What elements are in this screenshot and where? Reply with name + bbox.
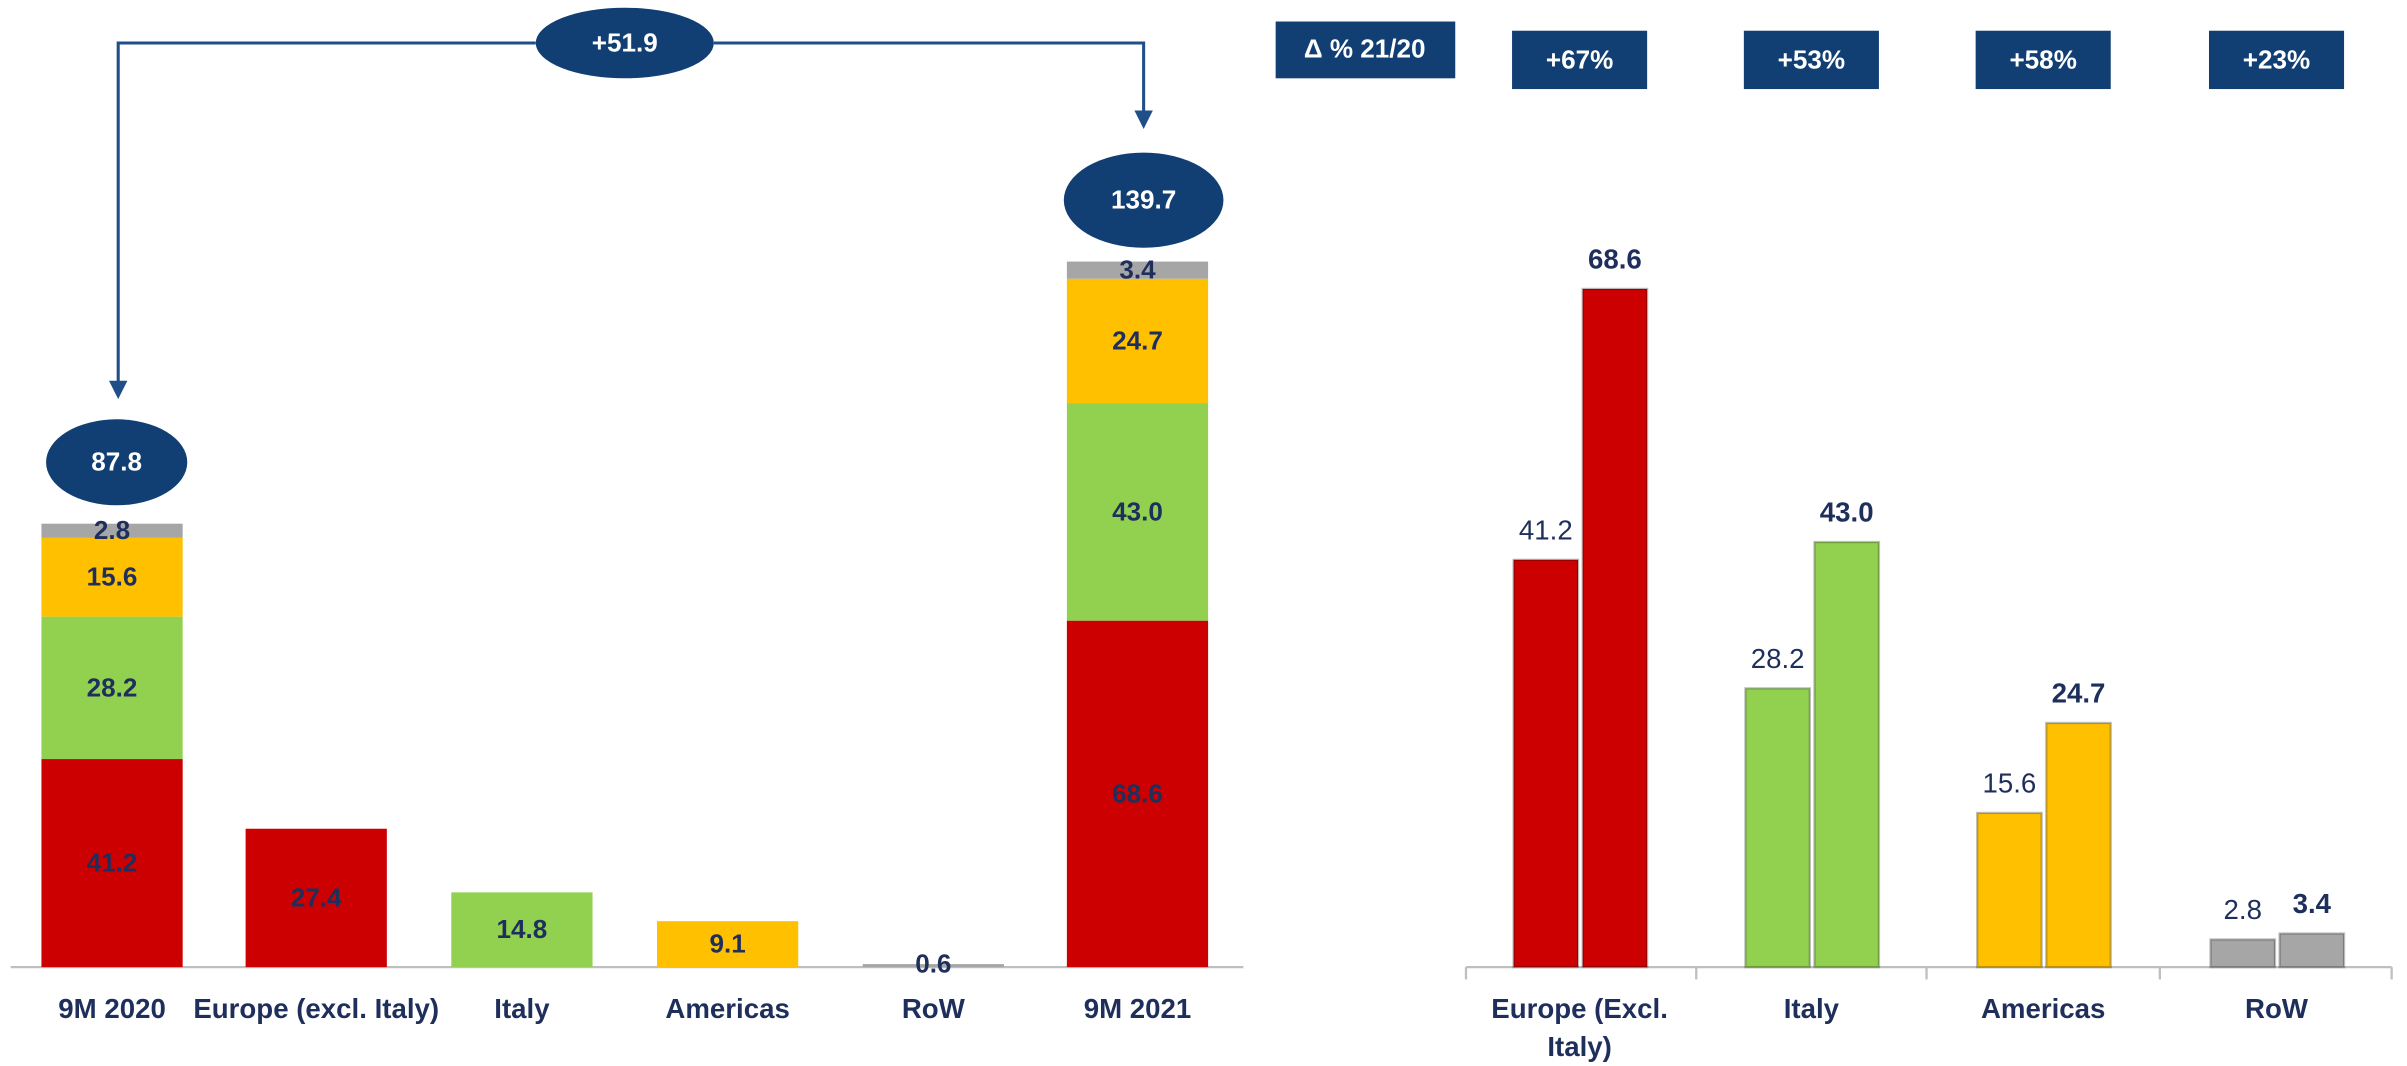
total-bubble: [46, 419, 188, 506]
delta-label: +53%: [1778, 44, 1845, 74]
value-label: 2.8: [94, 515, 130, 545]
change-label: +51.9: [592, 27, 658, 57]
x-tick-label: Americas: [1980, 993, 2106, 1024]
total-bubble: [1063, 152, 1224, 248]
x-tick-label: Italy: [1783, 993, 1840, 1024]
x-tick-label-box: 9M 2021: [1083, 993, 1192, 1024]
x-tick-label-box: RoW: [901, 993, 965, 1024]
total-label: 139.7: [1111, 185, 1176, 215]
bar-segment: [657, 921, 799, 968]
bar-segment: [451, 892, 593, 968]
delta-header-box: [1275, 21, 1456, 79]
total-label: 87.8: [91, 447, 142, 477]
value-label: 41.2: [87, 848, 138, 878]
x-tick-label-box: RoW: [2245, 993, 2308, 1024]
x-tick-label: Europe (Excl. Italy): [1491, 993, 1668, 1063]
delta-title: Δ % 21/20: [1304, 34, 1426, 64]
value-label: 3.4: [2293, 888, 2332, 919]
value-label: 28.2: [87, 672, 138, 702]
x-tick-label-box: Americas: [665, 993, 790, 1024]
value-label: 24.7: [2052, 678, 2106, 709]
value-label: 14.8: [497, 914, 548, 944]
delta-label: +58%: [2009, 44, 2076, 74]
value-label: 28.2: [1751, 643, 1805, 674]
arrow: [116, 41, 536, 387]
bar: [2209, 938, 2277, 969]
x-tick-label: Europe (excl. Italy): [193, 993, 440, 1024]
bar: [1976, 811, 2043, 969]
value-label: 27.4: [291, 882, 342, 912]
bar: [1744, 687, 1812, 969]
bar: [1581, 287, 1649, 969]
value-label: 43.0: [1820, 497, 1874, 528]
delta-label: +67%: [1546, 44, 1613, 74]
x-tick-label-box: Italy: [1783, 993, 1840, 1024]
delta-box: [1975, 30, 2111, 90]
bar-segment: [1066, 261, 1209, 279]
value-label: 68.6: [1588, 244, 1642, 275]
bar-segment: [862, 964, 1004, 968]
x-tick-label-box: 9M 2020: [58, 993, 166, 1024]
bar-segment: [41, 523, 183, 538]
value-label: 43.0: [1112, 497, 1163, 527]
delta-box: [1512, 30, 1648, 90]
arrow-head: [1134, 110, 1153, 129]
delta-box: [2208, 30, 2345, 90]
value-label: 15.6: [1983, 768, 2037, 799]
value-label: 9.1: [709, 929, 745, 959]
change-bubble: [535, 7, 714, 79]
bar-segment: [1066, 620, 1209, 968]
delta-box: [1743, 30, 1879, 90]
value-label: 0.6: [915, 949, 951, 979]
arrow-head: [108, 380, 128, 400]
value-label: 15.6: [87, 562, 138, 592]
x-tick-label-box: Americas: [1980, 993, 2106, 1024]
x-tick-label: 9M 2020: [58, 993, 166, 1024]
value-label: 3.4: [1119, 255, 1156, 285]
delta-label: +23%: [2243, 44, 2310, 74]
x-tick-label: RoW: [2245, 993, 2308, 1024]
value-label: 24.7: [1112, 326, 1163, 356]
x-tick-label: Italy: [494, 993, 550, 1024]
bar-segment: [41, 759, 183, 968]
bar-segment: [1066, 403, 1209, 621]
bar-segment: [41, 616, 183, 760]
bar: [2045, 721, 2112, 969]
arrow: [713, 41, 1146, 117]
bar-segment: [1066, 278, 1209, 404]
x-tick-label-box: Italy: [494, 993, 550, 1024]
x-tick-label: Americas: [665, 993, 790, 1024]
x-tick-label: RoW: [901, 993, 965, 1024]
value-label: 2.8: [2224, 894, 2262, 925]
x-tick-label: 9M 2021: [1083, 993, 1192, 1024]
value-label: 68.6: [1112, 778, 1163, 808]
value-label: 41.2: [1519, 514, 1573, 545]
bar: [2278, 932, 2346, 969]
bar: [1512, 558, 1580, 969]
x-tick-label-box: Europe (Excl. Italy): [1491, 993, 1668, 1063]
bar: [1813, 540, 1881, 969]
x-tick-label-box: Europe (excl. Italy): [193, 993, 440, 1024]
bar-segment: [245, 828, 387, 968]
bar-segment: [41, 537, 183, 617]
